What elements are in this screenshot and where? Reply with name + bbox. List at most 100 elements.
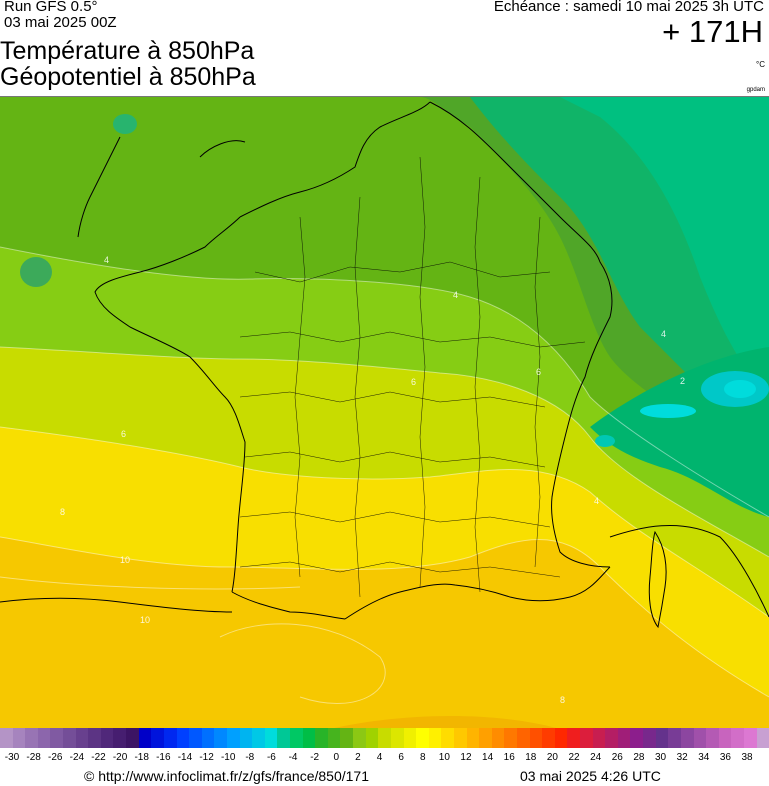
scale-swatch (504, 728, 517, 748)
title-geopotential: Géopotentiel à 850hPa (0, 63, 256, 91)
scale-swatch (617, 728, 631, 748)
scale-tick-label: 30 (654, 752, 667, 763)
scale-swatch (731, 728, 744, 748)
scale-tick-label: 22 (568, 752, 580, 763)
scale-tick-label: -18 (134, 752, 149, 763)
scale-swatch (163, 728, 177, 748)
scale-tick-label: 24 (590, 752, 602, 763)
isotherm-label: 8 (560, 695, 565, 705)
scale-tick-label: 6 (398, 752, 404, 763)
scale-swatch (453, 728, 467, 748)
scale-swatch (126, 728, 139, 748)
scale-swatch (718, 728, 732, 748)
scale-swatch (655, 728, 669, 748)
scale-swatch (743, 728, 757, 748)
scale-swatch (50, 728, 64, 748)
scale-tick-label: 26 (611, 752, 623, 763)
scale-swatch (516, 728, 530, 748)
scale-tick-label: 34 (698, 752, 710, 763)
scale-swatch (239, 728, 253, 748)
scale-swatch (390, 728, 404, 748)
scale-swatch (580, 728, 593, 748)
isotherm-label: 4 (104, 255, 109, 265)
scale-swatch (491, 728, 505, 748)
scale-swatch (100, 728, 114, 748)
scale-swatch (113, 728, 127, 748)
scale-swatch (416, 728, 429, 748)
scale-swatch (554, 728, 568, 748)
scale-tick-label: -26 (48, 752, 63, 763)
scale-tick-label: -2 (310, 752, 320, 763)
scale-swatch (25, 728, 38, 748)
scale-tick-label: 18 (525, 752, 537, 763)
source-url: © http://www.infoclimat.fr/z/gfs/france/… (84, 768, 369, 784)
scale-tick-label: -10 (220, 752, 236, 763)
scale-tick-label: -14 (177, 752, 193, 763)
isotherm-label: 2 (680, 376, 685, 386)
scale-swatch (428, 728, 442, 748)
lead-time: + 171H (662, 14, 763, 49)
scale-swatch (88, 728, 101, 748)
color-scale (0, 728, 769, 748)
scale-tick-label: 16 (503, 752, 515, 763)
scale-swatch (605, 728, 618, 748)
scale-tick-label: -30 (4, 752, 20, 763)
scale-swatch (12, 728, 26, 748)
scale-swatch (340, 728, 354, 748)
scale-swatch (365, 728, 379, 748)
isotherm-label: 6 (411, 377, 416, 387)
isotherm-label: 10 (120, 555, 130, 565)
scale-swatch (756, 728, 769, 748)
scale-swatch (680, 728, 694, 748)
scale-swatch (315, 728, 328, 748)
scale-swatch (226, 728, 240, 748)
scale-tick-label: -28 (26, 752, 41, 763)
issued-time: 03 mai 2025 4:26 UTC (520, 768, 661, 784)
scale-swatch (353, 728, 366, 748)
scale-swatch (214, 728, 227, 748)
scale-tick-label: 28 (633, 752, 645, 763)
scale-ticks: -30 -28 -26 -24 -22 -20 -18 -16 -14 -12 -10 -8 -6 -4-… (0, 752, 769, 766)
scale-swatch (264, 728, 278, 748)
scale-swatch (668, 728, 681, 748)
scale-swatch (327, 728, 341, 748)
temperature-map: 4 4 6 6 6 8 10 10 8 4 2 4 (0, 96, 769, 729)
scale-tick-label: -24 (69, 752, 85, 763)
scale-tick-label: -12 (199, 752, 214, 763)
scale-tick-label: -16 (156, 752, 171, 763)
scale-swatch (630, 728, 644, 748)
scale-tick-label: -22 (91, 752, 106, 763)
scale-swatch (479, 728, 492, 748)
scale-swatch (403, 728, 417, 748)
title-temperature: Température à 850hPa (0, 37, 255, 65)
scale-swatch (75, 728, 89, 748)
scale-swatch (37, 728, 51, 748)
scale-swatch (176, 728, 190, 748)
scale-tick-label: -8 (245, 752, 255, 763)
scale-tick-label: 10 (438, 752, 450, 763)
scale-tick-label: 4 (376, 752, 383, 763)
scale-swatch (378, 728, 391, 748)
unit-label: °C (756, 60, 765, 69)
scale-swatch (290, 728, 303, 748)
scale-tick-label: -20 (112, 752, 128, 763)
isotherm-label: 6 (121, 429, 126, 439)
run-label: Run GFS 0.5° (4, 0, 98, 15)
scale-tick-label: 38 (741, 752, 753, 763)
scale-swatch (441, 728, 454, 748)
scale-swatch (201, 728, 215, 748)
scale-tick-label: 12 (460, 752, 472, 763)
scale-tick-label: 20 (546, 752, 558, 763)
scale-swatch (643, 728, 656, 748)
scale-tick-label: 8 (419, 752, 426, 763)
echeance-label: Echéance : samedi 10 mai 2025 3h UTC (493, 0, 764, 15)
isotherm-label: 4 (661, 329, 666, 339)
scale-swatch (138, 728, 152, 748)
scale-swatch (567, 728, 581, 748)
scale-tick-label: -6 (266, 752, 276, 763)
scale-swatch (0, 728, 13, 748)
scale-tick-label: 32 (676, 752, 688, 763)
isotherm-label: 4 (594, 496, 599, 506)
scale-swatch (189, 728, 202, 748)
isotherm-label: 4 (453, 290, 458, 300)
